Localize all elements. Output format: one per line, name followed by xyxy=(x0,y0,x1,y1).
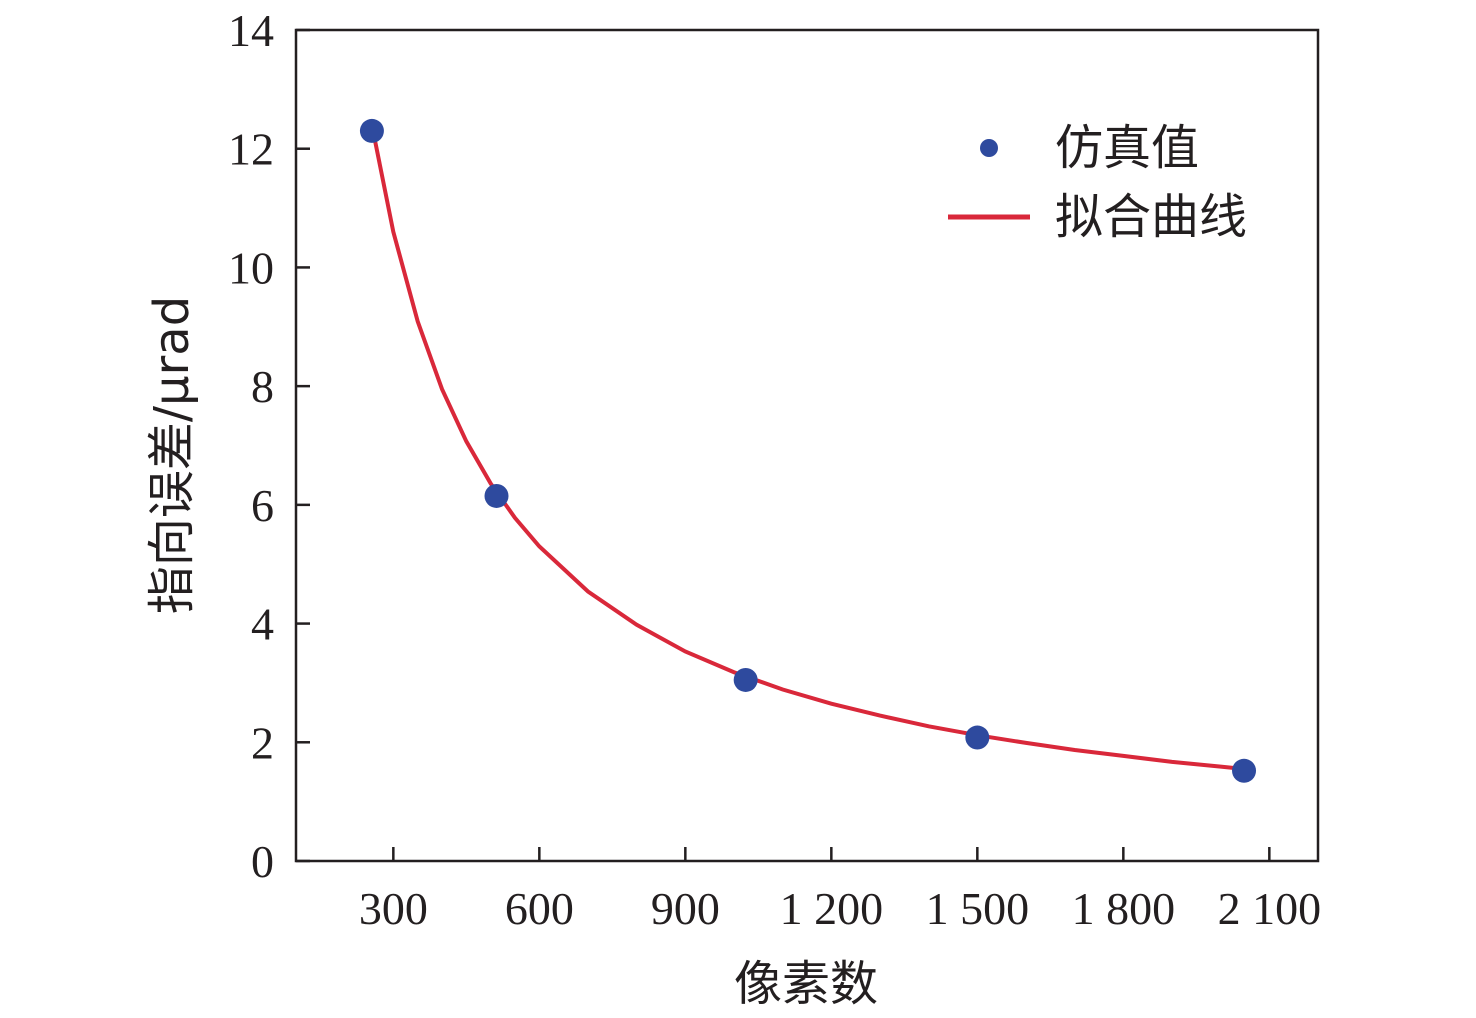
simulation-points xyxy=(359,118,1257,783)
y-tick-label: 6 xyxy=(251,480,274,531)
x-tick-label: 2 100 xyxy=(1218,883,1322,934)
x-tick-label: 1 500 xyxy=(926,883,1030,934)
y-tick-label: 14 xyxy=(228,5,274,56)
y-tick-label: 2 xyxy=(251,717,274,768)
y-tick-label: 10 xyxy=(228,242,274,293)
x-axis-label: 像素数 xyxy=(734,956,878,1012)
legend-marker-scatter xyxy=(980,139,998,157)
y-axis-label: 指向误差/μrad xyxy=(144,296,200,614)
y-axis-ticks: 0 2 4 6 8 10 12 14 xyxy=(228,5,310,887)
legend-label-scatter: 仿真值 xyxy=(1055,120,1199,176)
y-tick-label: 0 xyxy=(251,836,274,887)
x-tick-label: 1 200 xyxy=(780,883,884,934)
x-tick-label: 900 xyxy=(651,883,720,934)
data-point xyxy=(965,725,990,750)
data-point xyxy=(359,118,384,143)
data-point xyxy=(1232,758,1257,783)
x-tick-label: 600 xyxy=(505,883,574,934)
y-tick-label: 8 xyxy=(251,361,274,412)
data-point xyxy=(484,483,509,508)
legend: 仿真值 拟合曲线 xyxy=(948,120,1247,245)
x-tick-label: 300 xyxy=(359,883,428,934)
fit-curve-line xyxy=(371,134,1245,771)
y-tick-label: 12 xyxy=(228,124,274,175)
y-tick-label: 4 xyxy=(251,599,274,650)
x-tick-label: 1 800 xyxy=(1072,883,1176,934)
plot-frame xyxy=(294,28,1320,863)
legend-label-line: 拟合曲线 xyxy=(1055,189,1247,245)
x-axis-ticks: 300 600 900 1 200 1 500 1 800 2 100 xyxy=(359,847,1321,934)
data-point xyxy=(733,667,758,692)
